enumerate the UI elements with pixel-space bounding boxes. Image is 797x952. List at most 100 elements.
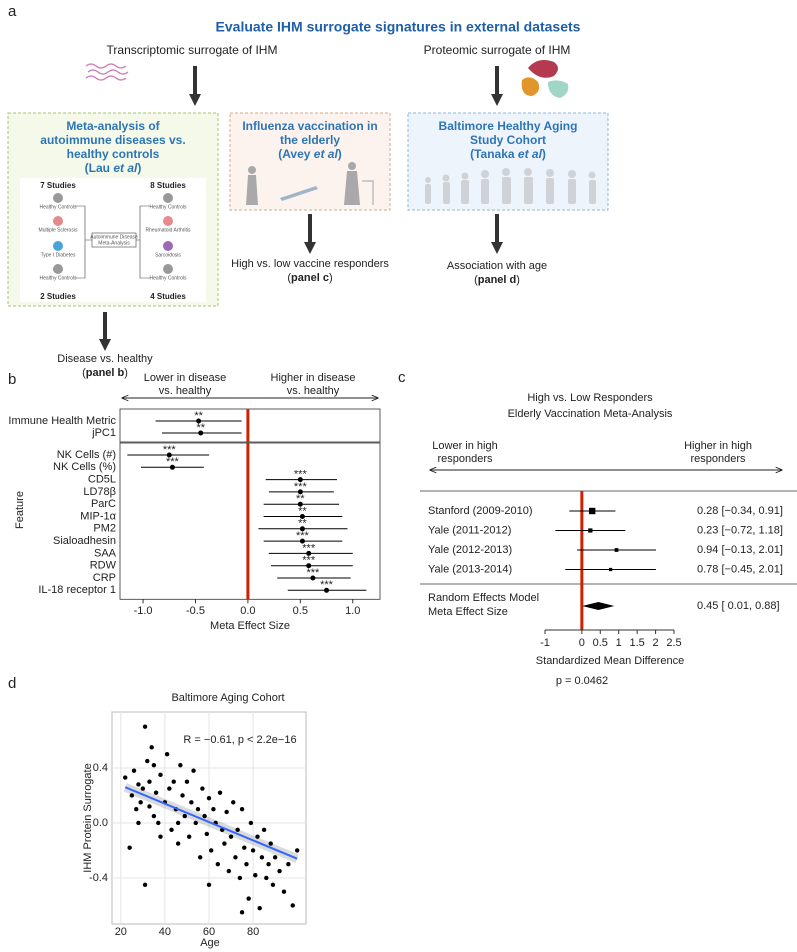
study-label: Stanford (2009-2010) bbox=[428, 505, 533, 517]
point bbox=[231, 800, 236, 805]
rna-icon bbox=[85, 63, 129, 81]
panel-label: b bbox=[8, 371, 16, 388]
point bbox=[215, 861, 221, 867]
header-text: responders bbox=[690, 453, 746, 465]
paren: ( bbox=[287, 272, 291, 284]
citation: et al bbox=[314, 147, 339, 161]
point bbox=[156, 820, 161, 826]
point bbox=[253, 872, 258, 878]
point bbox=[226, 868, 232, 874]
point bbox=[222, 841, 227, 846]
box-title: Study Cohort bbox=[470, 133, 546, 147]
point bbox=[244, 861, 249, 867]
point bbox=[167, 786, 172, 791]
study-label: Yale (2011-2012) bbox=[428, 524, 511, 536]
point bbox=[290, 903, 295, 908]
ci-label: 0.28 [−0.34, 0.91] bbox=[697, 505, 783, 517]
paren: ( bbox=[474, 274, 478, 286]
point bbox=[195, 807, 201, 812]
chart-title: High vs. Low Responders bbox=[527, 392, 653, 404]
point bbox=[131, 768, 137, 773]
facet-panel bbox=[119, 408, 381, 443]
point bbox=[255, 834, 260, 839]
study-count: 2 Studies bbox=[40, 292, 76, 301]
point bbox=[272, 855, 278, 860]
point bbox=[250, 848, 256, 853]
point bbox=[206, 796, 212, 801]
x-tick-label: 0 bbox=[579, 637, 585, 649]
people-icons bbox=[53, 193, 173, 274]
point bbox=[191, 768, 196, 773]
summary-label: Meta Effect Size bbox=[428, 606, 508, 618]
point bbox=[277, 868, 282, 874]
point bbox=[211, 807, 216, 812]
x-tick-label: -1 bbox=[540, 637, 550, 649]
population-icons bbox=[425, 168, 596, 204]
point bbox=[270, 882, 276, 888]
box-title: the elderly bbox=[280, 133, 340, 147]
point bbox=[246, 896, 251, 901]
section-label: Proteomic surrogate of IHM bbox=[424, 43, 571, 57]
y-tick-label: 0.0 bbox=[93, 817, 108, 829]
point bbox=[204, 831, 209, 837]
point bbox=[264, 875, 269, 881]
x-tick-label: 1.5 bbox=[629, 637, 644, 649]
point bbox=[299, 526, 305, 532]
group-label: Multiple Sclerosis bbox=[39, 227, 78, 233]
protein-icon bbox=[521, 60, 569, 98]
y-axis-title: Feature bbox=[14, 491, 26, 529]
significance: *** bbox=[302, 542, 316, 554]
significance: *** bbox=[302, 555, 316, 567]
outcome: Disease vs. healthy bbox=[57, 353, 153, 365]
paren: ) bbox=[124, 367, 128, 379]
point bbox=[233, 855, 238, 860]
y-tick-label: CRP bbox=[93, 572, 116, 584]
significance: *** bbox=[320, 579, 334, 591]
point bbox=[294, 848, 300, 853]
x-tick-label: -1.0 bbox=[134, 605, 153, 617]
point bbox=[310, 575, 316, 581]
significance: *** bbox=[166, 456, 180, 468]
study-label: Yale (2012-2013) bbox=[428, 544, 512, 556]
point bbox=[186, 834, 192, 839]
x-tick-label: 2 bbox=[653, 637, 659, 649]
point bbox=[158, 834, 163, 839]
point bbox=[147, 779, 152, 784]
header-text: vs. healthy bbox=[287, 385, 340, 397]
outcome: High vs. low vaccine responders bbox=[231, 258, 389, 270]
point bbox=[189, 800, 194, 805]
connector bbox=[75, 205, 150, 279]
study-label: Yale (2013-2014) bbox=[428, 563, 512, 575]
point bbox=[200, 786, 205, 791]
x-tick-label: 0.5 bbox=[593, 637, 608, 649]
x-tick-label: 40 bbox=[159, 926, 171, 938]
outcome-ref: (panel d) bbox=[474, 274, 520, 286]
significance: ** bbox=[196, 422, 205, 434]
point bbox=[178, 763, 183, 768]
point bbox=[306, 550, 312, 556]
citation: (Avey bbox=[278, 147, 314, 161]
x-tick-label: 1 bbox=[616, 637, 622, 649]
citation: ) bbox=[137, 161, 141, 175]
point bbox=[136, 820, 141, 826]
significance: ** bbox=[298, 518, 307, 530]
point bbox=[127, 845, 132, 850]
point bbox=[261, 827, 267, 833]
header-text: Lower in high bbox=[432, 440, 497, 452]
y-tick-label: ParC bbox=[91, 498, 116, 510]
point bbox=[239, 910, 245, 915]
point bbox=[281, 889, 287, 894]
point bbox=[175, 841, 181, 846]
significance: ** bbox=[298, 505, 307, 517]
elderly-icons bbox=[246, 162, 374, 205]
significance: *** bbox=[306, 567, 320, 579]
point bbox=[145, 758, 150, 764]
point bbox=[299, 538, 305, 544]
box-title: autoimmune diseases vs. bbox=[40, 133, 185, 147]
p-value: p = 0.0462 bbox=[556, 675, 608, 687]
point bbox=[151, 813, 157, 819]
point bbox=[151, 763, 157, 768]
x-tick-label: 2.5 bbox=[666, 637, 681, 649]
chart-title: Elderly Vaccination Meta-Analysis bbox=[508, 408, 673, 420]
outcome-ref: (panel b) bbox=[82, 367, 128, 379]
